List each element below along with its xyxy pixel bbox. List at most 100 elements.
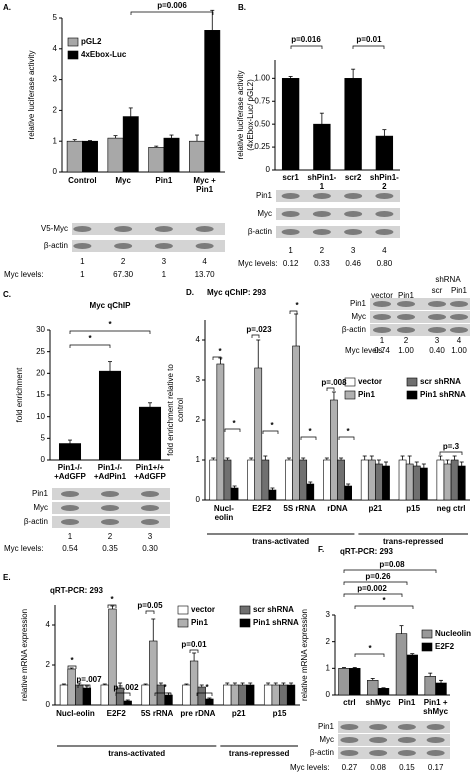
y-tick-label: 0 xyxy=(41,455,46,464)
annotation-bracket xyxy=(262,430,279,434)
blot-band xyxy=(141,491,159,497)
blot-band xyxy=(375,229,394,235)
bar xyxy=(100,684,109,706)
blot-band xyxy=(373,301,391,307)
annotation-bracket xyxy=(130,11,214,15)
bar xyxy=(263,684,273,706)
annotation: * xyxy=(70,656,74,665)
x-tick-label: E2F2 xyxy=(252,504,272,513)
legend-swatch xyxy=(406,390,418,400)
bar xyxy=(197,686,206,706)
y-tick-label: 20 xyxy=(36,368,45,377)
y-tick-label: 4 xyxy=(46,620,51,629)
blot-band xyxy=(114,243,133,249)
legend-swatch xyxy=(421,642,433,652)
bar xyxy=(349,668,361,696)
y-tick-label: 0.50 xyxy=(254,119,270,128)
legend-label: Nucleolin xyxy=(435,629,471,638)
blot-strip xyxy=(276,226,400,238)
x-tick-label: Pin1-/- +AdGFP xyxy=(54,463,86,481)
bar xyxy=(395,633,408,696)
annotation: p=0.002 xyxy=(357,584,387,593)
blot-strip xyxy=(370,298,470,310)
bar xyxy=(344,78,362,171)
annotation-bracket xyxy=(354,653,385,657)
blot-band xyxy=(340,750,359,756)
bar xyxy=(67,668,76,706)
annotation: p=.023 xyxy=(246,325,272,334)
annotation-bracket xyxy=(69,344,111,348)
blot-band xyxy=(397,301,415,307)
blot-level: 0.54 xyxy=(62,544,78,553)
annotation: * xyxy=(218,347,222,356)
blot-lane: 2 xyxy=(121,257,126,266)
blot-level: 1.00 xyxy=(398,346,414,355)
blot-band xyxy=(312,193,331,199)
blot-row-label: Pin1 xyxy=(318,722,335,731)
bar xyxy=(450,459,459,501)
legend-label: vector xyxy=(191,605,215,614)
bar xyxy=(443,463,452,501)
blot-strip xyxy=(72,240,225,252)
legend-swatch xyxy=(239,618,251,628)
bar xyxy=(344,485,352,501)
annotation-bracket xyxy=(439,451,463,455)
bar xyxy=(330,399,338,501)
group-label: trans-repressed xyxy=(229,749,290,758)
blot-row-label: Pin1 xyxy=(32,489,49,498)
blot-lane: 1 xyxy=(80,257,85,266)
bar xyxy=(261,459,270,501)
y-axis-label: fold enrichment xyxy=(15,367,24,422)
y-tick-label: 15 xyxy=(36,390,45,399)
bar xyxy=(138,406,162,461)
chart-title: Myc qChIP: 293 xyxy=(207,288,267,297)
blot-level: 1 xyxy=(80,270,85,279)
chart-title: qRT-PCR: 293 xyxy=(50,586,103,595)
bar xyxy=(382,465,390,501)
x-tick-label: Pin1 xyxy=(398,698,416,707)
legend-label: Pin1 shRNA xyxy=(253,618,299,627)
bar xyxy=(286,684,296,706)
bar xyxy=(238,684,247,706)
bar xyxy=(406,654,418,696)
blot-strip xyxy=(370,324,470,336)
y-tick-label: 0 xyxy=(326,690,331,699)
y-tick-label: 2 xyxy=(53,106,58,115)
bar xyxy=(285,459,293,501)
bar xyxy=(164,694,173,706)
blot-band xyxy=(373,314,391,320)
blot-strip xyxy=(72,223,225,235)
blot-row-label: Pin1 xyxy=(256,191,273,200)
annotation-bracket xyxy=(154,692,172,696)
blot-band xyxy=(340,737,359,743)
x-tick-label: p15 xyxy=(406,504,421,513)
blot-band xyxy=(141,519,159,525)
annotation-bracket xyxy=(343,581,408,585)
bar xyxy=(299,459,308,501)
blot-band xyxy=(61,519,79,525)
annotation: * xyxy=(88,334,92,343)
y-axis-label: relative luciferase activity xyxy=(236,71,245,160)
legend-label: scr shRNA xyxy=(420,377,461,386)
annotation-bracket xyxy=(115,692,131,696)
bar xyxy=(163,137,180,173)
group-label: trans-repressed xyxy=(383,537,444,546)
blot-level: 1.00 xyxy=(451,346,467,355)
blot-level: 0.80 xyxy=(377,259,393,268)
annotation: * xyxy=(232,419,236,428)
blot-strip xyxy=(370,311,470,323)
chart-title: Myc qChIP xyxy=(90,301,132,310)
annotation: * xyxy=(205,683,209,692)
group-label: trans-activated xyxy=(252,537,309,546)
blot-band xyxy=(450,301,468,307)
bar xyxy=(148,147,165,173)
annotation-bracket xyxy=(77,684,91,688)
blot-row-label: β-actin xyxy=(342,325,366,334)
blot-band xyxy=(114,226,133,232)
blot-band xyxy=(101,519,119,525)
y-axis-label: relative mRNA expression xyxy=(300,609,309,701)
annotation-bracket xyxy=(212,356,222,360)
blot-levels-label: Myc levels: xyxy=(345,346,385,355)
bar xyxy=(271,684,280,706)
x-tick-label: Pin1-/- +AdPin1 xyxy=(93,463,127,481)
